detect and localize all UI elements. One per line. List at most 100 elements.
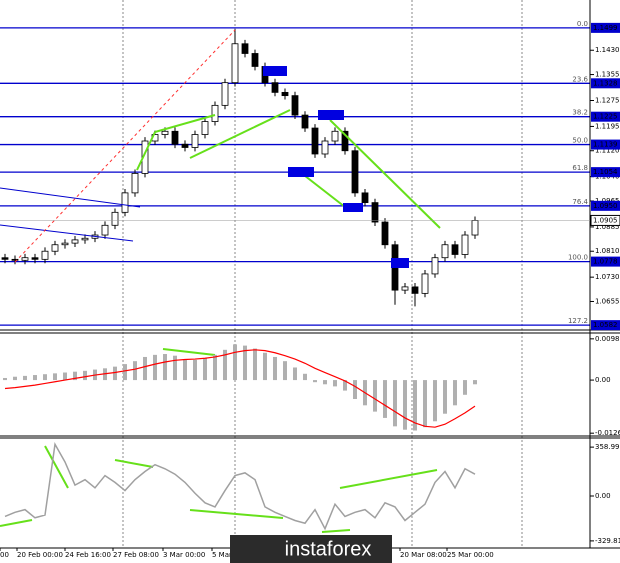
y-tick-label: 1.1195	[595, 122, 620, 130]
drawings	[0, 29, 441, 533]
level-price-box	[591, 111, 620, 122]
candle-body	[301, 114, 309, 129]
macd-bar	[253, 348, 257, 381]
macd-bar	[203, 358, 207, 381]
fib-level-label: 0.0	[577, 20, 588, 28]
candle-body	[11, 258, 19, 261]
macd-bar	[303, 373, 307, 381]
fib-level-label: 127.2	[568, 317, 588, 325]
last-price-box	[590, 214, 620, 226]
macd-bar	[443, 380, 447, 414]
candle-body	[421, 273, 429, 294]
green-line	[136, 131, 156, 171]
green-line	[114, 459, 154, 468]
fib-level-label: 50.0	[572, 137, 588, 145]
candle-body	[41, 250, 49, 260]
candle-body	[351, 150, 359, 194]
macd-bar	[403, 380, 407, 430]
candle-body	[221, 82, 229, 106]
macd-bar	[153, 354, 157, 381]
level-price-box	[591, 320, 620, 331]
level-price-label: 1.1139	[593, 141, 618, 149]
candle-body	[201, 121, 209, 135]
level-price-box	[591, 139, 620, 150]
candle-body	[321, 140, 329, 155]
y-tick-label: 1.0885	[595, 223, 620, 231]
last-price-label: 1.0905	[593, 216, 618, 224]
trend-line	[0, 187, 141, 208]
level-price-label: 1.1054	[593, 168, 618, 176]
green-line	[189, 109, 291, 159]
candle-body	[51, 244, 59, 252]
indicators	[3, 344, 477, 531]
x-tick-label: 20 Mar 08:00	[400, 551, 447, 559]
candle-body	[61, 242, 69, 246]
green-line	[44, 445, 69, 489]
candle-body	[111, 211, 119, 226]
candle-body	[21, 257, 29, 261]
candle-body	[31, 257, 39, 260]
candle-body	[371, 202, 379, 223]
trend-line	[0, 224, 134, 242]
panel-borders	[0, 0, 620, 549]
macd-bar	[333, 380, 337, 387]
candle-body	[171, 130, 179, 145]
green-line	[189, 509, 284, 519]
candle-body	[411, 286, 419, 294]
x-tick-label: 00	[0, 551, 9, 559]
macd-bar	[323, 380, 327, 385]
macd-signal	[4, 349, 476, 428]
cci-line	[4, 441, 476, 531]
macd-bar	[423, 380, 427, 428]
level-price-label: 1.0950	[593, 202, 618, 210]
vertical-separators	[122, 0, 523, 548]
level-price-label: 1.0582	[593, 321, 618, 329]
green-line	[321, 529, 351, 533]
y-tick-label: 1.1430	[595, 46, 620, 54]
y-tick-label: 0.00981	[595, 335, 620, 343]
macd-bar	[413, 380, 417, 431]
macd-bar	[473, 380, 477, 385]
macd-bar	[133, 361, 137, 381]
macd-bar	[73, 371, 77, 381]
level-price-box	[591, 256, 620, 267]
candle-body	[161, 130, 169, 135]
level-price-box	[591, 22, 620, 33]
macd-bar	[163, 354, 167, 381]
level-price-label: 1.1499	[593, 24, 618, 32]
macd-bar	[173, 355, 177, 381]
candle-body	[341, 130, 349, 152]
macd-bar	[263, 352, 267, 381]
candle-body	[81, 237, 89, 241]
candle-body	[231, 43, 239, 84]
zone-box	[288, 167, 314, 177]
level-price-box	[591, 167, 620, 178]
candle-body	[121, 192, 129, 213]
green-line	[329, 119, 441, 229]
macd-bar	[13, 376, 17, 381]
candle-body	[271, 82, 279, 93]
fib-level-label: 23.6	[572, 75, 588, 83]
candle-body	[1, 257, 9, 260]
macd-bar	[63, 372, 67, 381]
y-tick-label: 1.1355	[595, 71, 620, 79]
candle-body	[461, 234, 469, 255]
macd-bar	[53, 373, 57, 381]
candle-body	[101, 224, 109, 236]
macd-bar	[193, 359, 197, 381]
axes: 1.14301.13551.12751.11951.11201.10401.09…	[0, 22, 620, 559]
candle-body	[431, 257, 439, 275]
y-tick-label: 358.9934	[595, 443, 620, 451]
green-line	[339, 469, 438, 489]
macd-bar	[453, 380, 457, 406]
macd-bar	[83, 370, 87, 381]
candle-body	[291, 95, 299, 116]
y-tick-label: 1.0810	[595, 247, 620, 255]
candle-body	[131, 173, 139, 194]
y-tick-label: 1.1120	[595, 147, 620, 155]
candle-body	[451, 244, 459, 255]
macd-bar	[283, 361, 287, 381]
macd-bar	[293, 367, 297, 381]
macd-bar	[143, 356, 147, 381]
